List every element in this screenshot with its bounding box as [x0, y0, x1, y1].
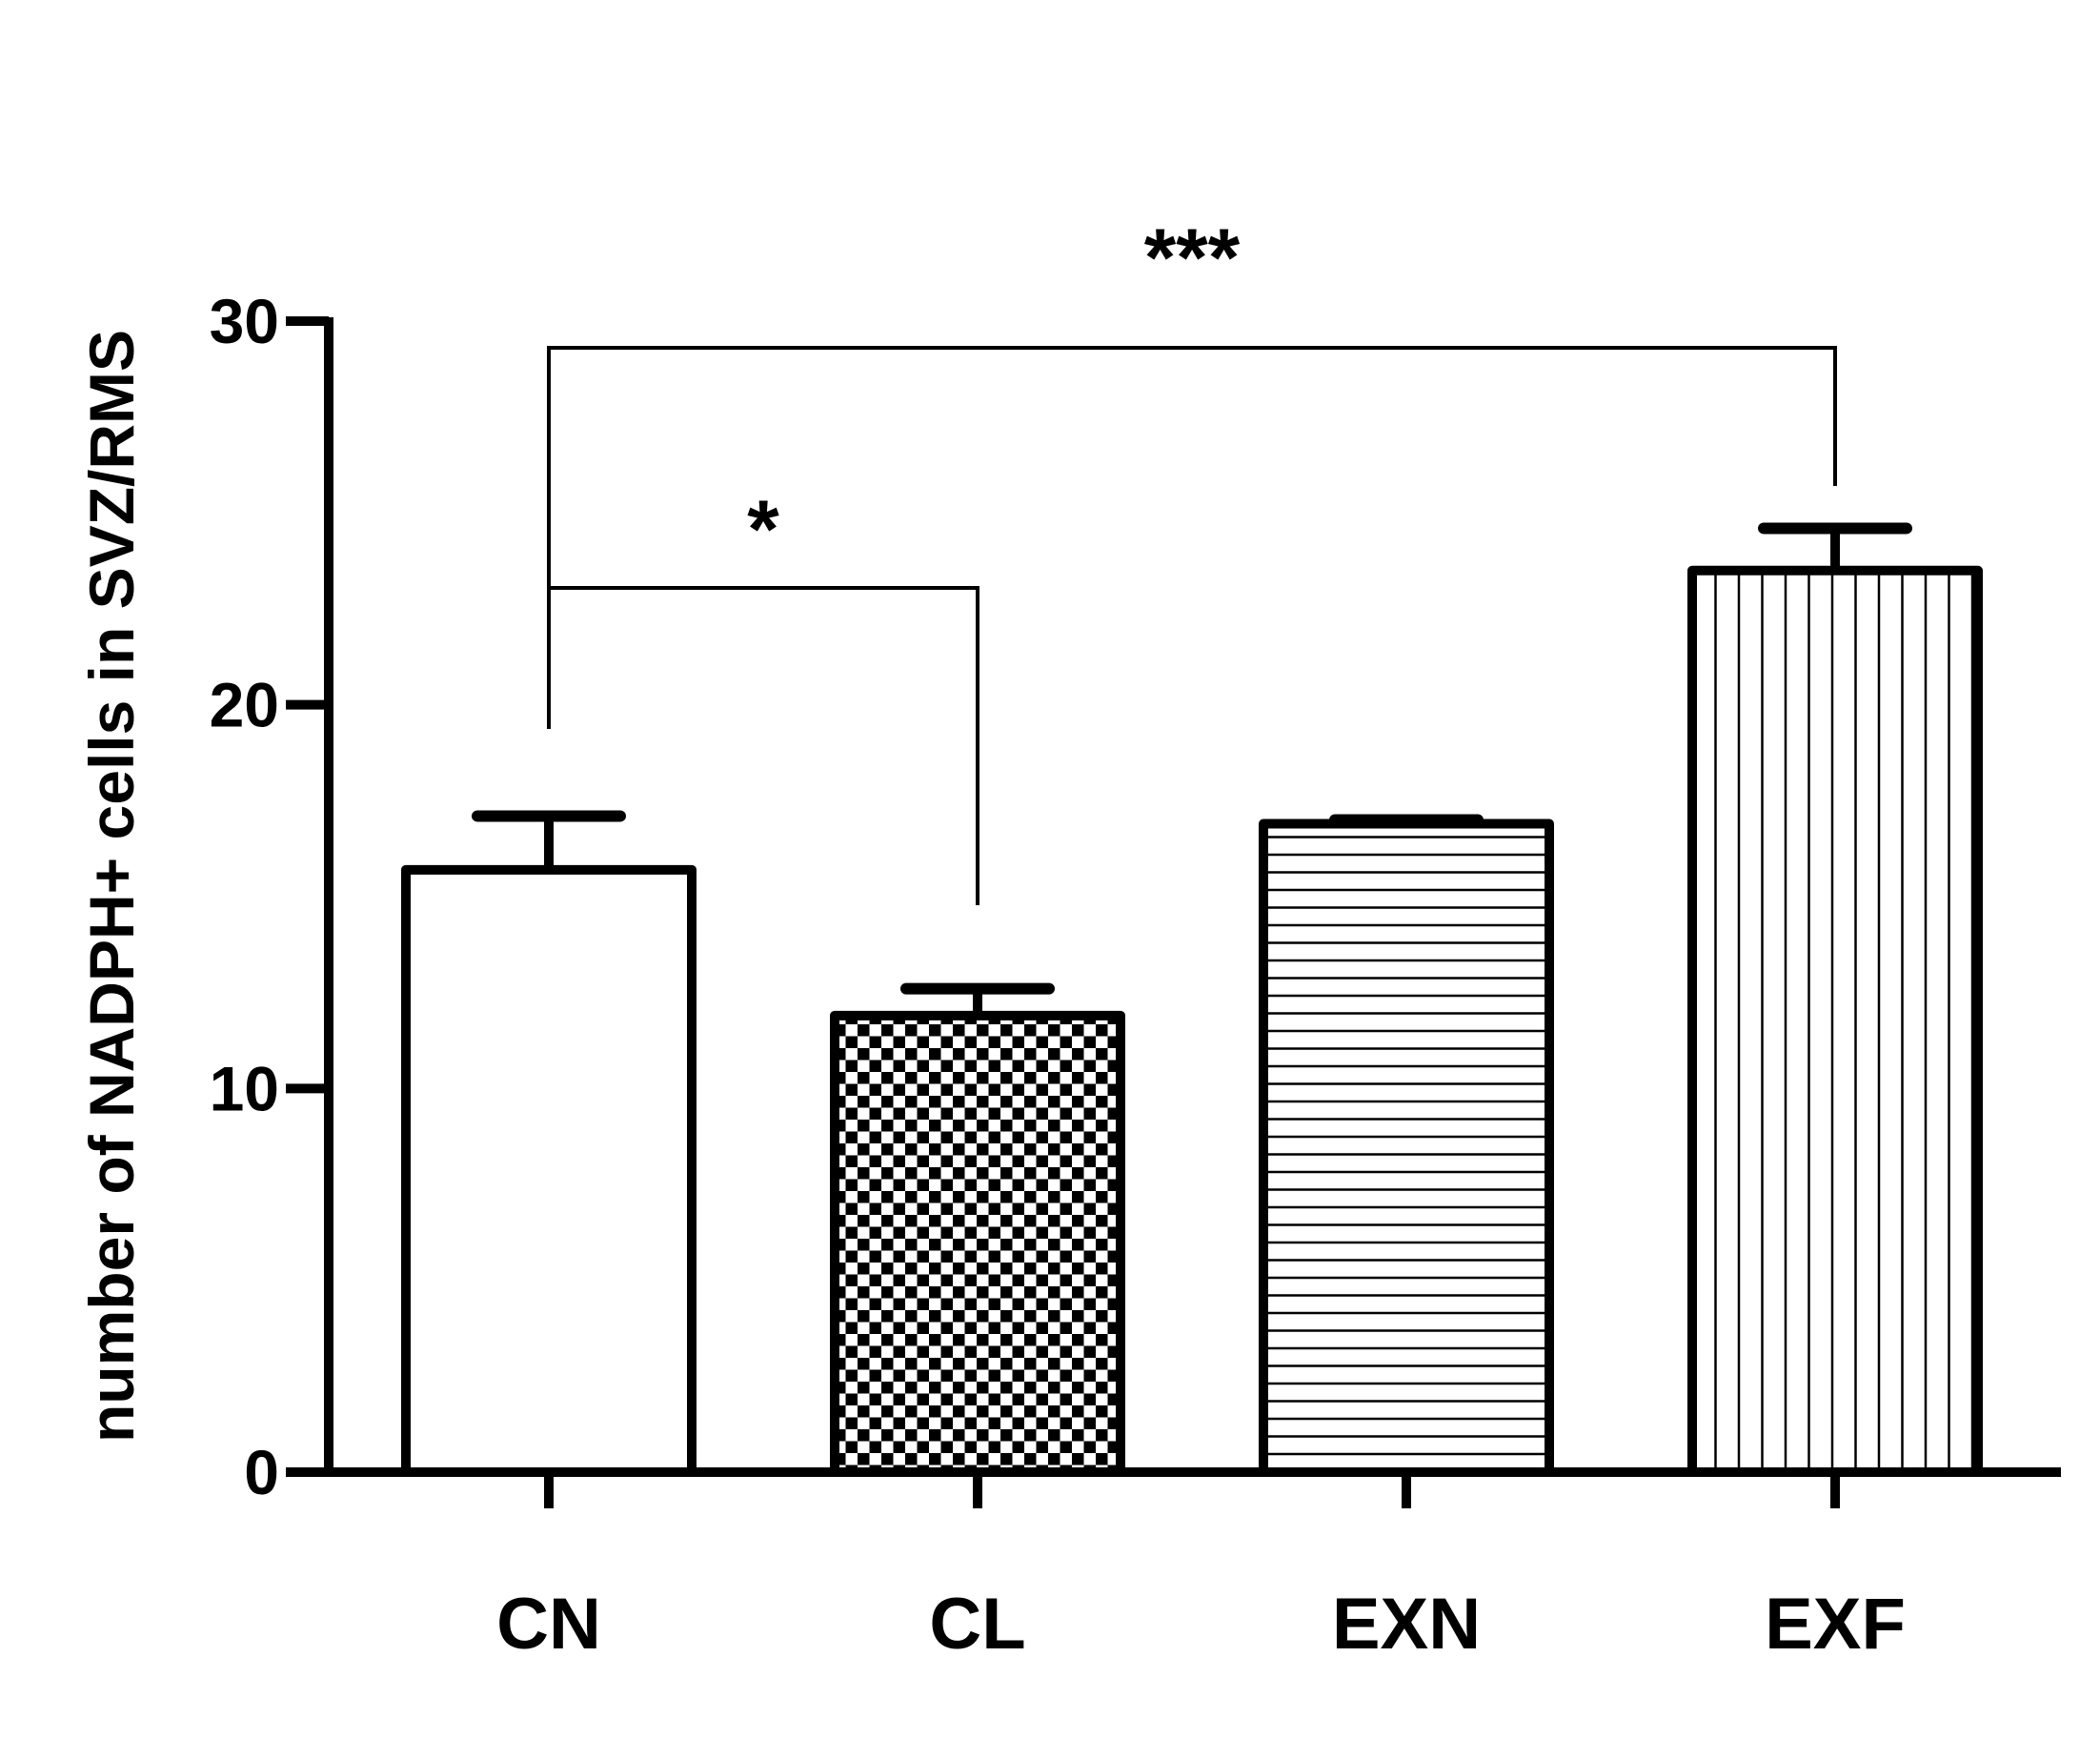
y-axis-ticks: 0 10 20 30	[210, 286, 329, 1507]
y-tick-label: 10	[210, 1053, 279, 1123]
bar-exf	[1687, 565, 1983, 1477]
y-tick-label: 0	[244, 1437, 279, 1507]
significance-label: ***	[1144, 212, 1241, 304]
x-tick-label: CN	[496, 1584, 601, 1665]
x-tick-label: EXN	[1332, 1584, 1481, 1665]
y-axis-label: number of NADPH+ cells in SVZ/RMS	[76, 330, 147, 1443]
bar-cn	[401, 864, 697, 1477]
bar-exn	[1259, 818, 1554, 1477]
x-tick-label: EXF	[1765, 1584, 1906, 1665]
x-axis-ticks: CN CL EXN EXF	[496, 1472, 1906, 1665]
bars	[401, 565, 1983, 1477]
x-tick-label: CL	[929, 1584, 1025, 1665]
axes	[324, 317, 2061, 1477]
significance-bracket	[547, 586, 979, 905]
significance-bracket	[547, 346, 1837, 588]
error-bars	[472, 522, 1912, 1016]
bar-cl	[830, 1010, 1125, 1477]
significance-label: *	[747, 484, 779, 576]
y-tick-label: 30	[210, 286, 279, 356]
significance-brackets: ****	[547, 212, 1837, 905]
y-tick-label: 20	[210, 670, 279, 740]
